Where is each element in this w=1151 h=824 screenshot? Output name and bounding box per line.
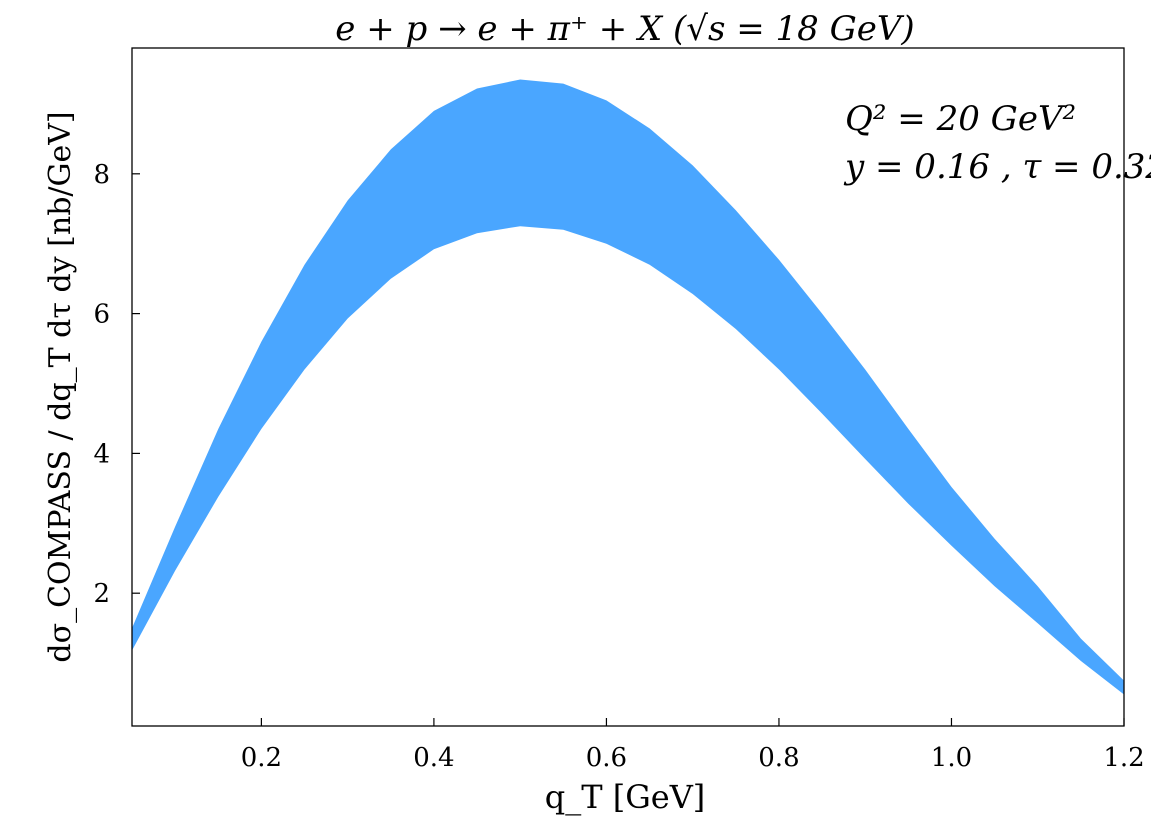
annotation-q2: Q² = 20 GeV² <box>845 99 1076 139</box>
plot-frame <box>131 47 1125 727</box>
x-axis-label: q_T [GeV] <box>545 778 706 816</box>
uncertainty-band <box>132 79 1124 695</box>
y-tick-label: 2 <box>93 579 110 609</box>
x-tick-label: 0.8 <box>758 743 799 773</box>
title-text: e + p → e + π⁺ + X (√s = 18 GeV) <box>335 9 914 49</box>
y-tick-label: 4 <box>93 439 110 469</box>
x-ticks: 0.2 0.4 0.6 0.8 1.0 1.2 <box>241 718 1145 773</box>
x-tick-label: 0.4 <box>413 743 454 773</box>
y-axis-label: dσ_COMPASS / dq_T dτ dy [nb/GeV] <box>43 111 78 662</box>
y-tick-label: 8 <box>93 160 110 190</box>
x-tick-label: 0.6 <box>586 743 627 773</box>
band-layer <box>132 79 1124 695</box>
x-tick-label: 1.2 <box>1103 743 1144 773</box>
y-ticks: 2 4 6 8 <box>93 160 140 609</box>
x-tick-label: 1.0 <box>931 743 972 773</box>
x-tick-label: 0.2 <box>241 743 282 773</box>
chart-title: e + p → e + π⁺ + X (√s = 18 GeV) <box>335 9 914 49</box>
annotation-y-tau: y = 0.16 , τ = 0.32 <box>843 147 1151 187</box>
y-tick-label: 6 <box>93 300 110 330</box>
